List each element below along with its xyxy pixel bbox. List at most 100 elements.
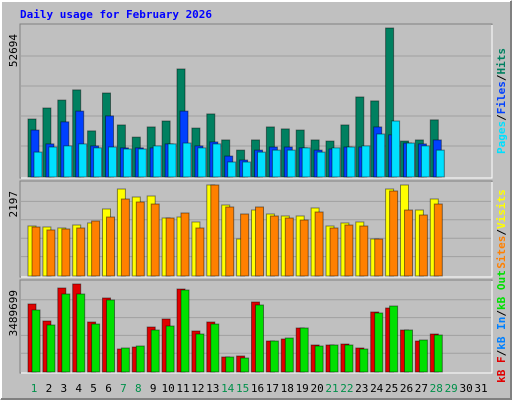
bar bbox=[301, 147, 311, 178]
bar bbox=[255, 206, 264, 277]
legend-entry: Pages bbox=[495, 121, 508, 154]
legend-entry: Files bbox=[495, 81, 508, 114]
bar bbox=[271, 149, 281, 178]
x-tick-label: 17 bbox=[266, 382, 279, 395]
bar bbox=[137, 148, 147, 178]
bar bbox=[61, 293, 71, 373]
bar bbox=[122, 148, 132, 178]
x-tick-label: 22 bbox=[340, 382, 353, 395]
y-tick-label: 3489699 bbox=[7, 290, 20, 336]
bar bbox=[418, 339, 428, 373]
bar bbox=[225, 206, 235, 277]
x-tick-label: 7 bbox=[120, 382, 127, 395]
legend-separator: / bbox=[495, 229, 508, 236]
bar bbox=[404, 209, 413, 277]
x-tick-label: 24 bbox=[370, 382, 384, 395]
x-tick-label: 20 bbox=[310, 382, 323, 395]
legend-separator: / bbox=[495, 349, 508, 356]
x-tick-label: 31 bbox=[474, 382, 487, 395]
bar bbox=[284, 217, 294, 277]
x-tick-label: 10 bbox=[161, 382, 174, 395]
bar bbox=[269, 215, 279, 277]
bar bbox=[48, 146, 58, 178]
bar bbox=[257, 151, 266, 178]
x-tick-label: 25 bbox=[385, 382, 398, 395]
bar bbox=[374, 238, 384, 277]
bar bbox=[344, 224, 354, 277]
bar bbox=[255, 304, 264, 373]
x-tick-label: 2 bbox=[46, 382, 53, 395]
bar bbox=[91, 323, 101, 373]
bar bbox=[389, 305, 399, 373]
legend: kB F/kB In/kB Out bbox=[495, 270, 508, 383]
x-tick-label: 29 bbox=[445, 382, 458, 395]
bar bbox=[135, 201, 145, 277]
x-tick-label: 21 bbox=[325, 382, 338, 395]
bar bbox=[240, 357, 250, 373]
x-tick-label: 14 bbox=[221, 382, 235, 395]
bar bbox=[150, 203, 160, 277]
panel-bevel bbox=[21, 281, 493, 374]
legend: Pages/Files/Hits bbox=[495, 48, 508, 154]
x-tick-label: 6 bbox=[105, 382, 112, 395]
x-tick-label: 4 bbox=[75, 382, 82, 395]
bar bbox=[329, 344, 339, 373]
bar bbox=[316, 151, 326, 178]
bar bbox=[418, 214, 428, 277]
legend-separator: / bbox=[495, 74, 508, 81]
x-tick-label: 15 bbox=[236, 382, 249, 395]
bar bbox=[76, 227, 86, 277]
bar bbox=[135, 345, 145, 373]
bar bbox=[435, 149, 445, 178]
bar bbox=[210, 323, 220, 373]
legend-separator: / bbox=[495, 310, 508, 317]
bar bbox=[63, 145, 73, 178]
bar bbox=[152, 145, 162, 178]
bar bbox=[108, 146, 117, 178]
legend: Sites/Visits bbox=[495, 189, 508, 269]
bar bbox=[180, 212, 190, 277]
legend-entry: kB Out bbox=[495, 270, 508, 310]
legend-entry: Hits bbox=[495, 48, 508, 75]
bar bbox=[329, 227, 339, 277]
bar bbox=[33, 151, 43, 178]
panel-bevel bbox=[21, 182, 493, 278]
bar bbox=[195, 227, 205, 277]
bar bbox=[433, 334, 443, 373]
legend-separator: / bbox=[495, 114, 508, 121]
bar bbox=[120, 198, 130, 277]
bar bbox=[299, 327, 309, 373]
x-tick-label: 12 bbox=[191, 382, 204, 395]
bar bbox=[346, 146, 356, 178]
bar bbox=[182, 142, 192, 178]
bar bbox=[150, 329, 160, 373]
legend-entry: kB In bbox=[495, 317, 508, 350]
bar bbox=[420, 145, 430, 178]
bar bbox=[374, 312, 384, 373]
bar bbox=[269, 340, 279, 373]
bar bbox=[197, 147, 207, 178]
bar bbox=[78, 143, 88, 178]
legend-entry: Sites bbox=[495, 236, 508, 269]
bar bbox=[284, 337, 294, 373]
x-tick-label: 8 bbox=[135, 382, 142, 395]
bar bbox=[361, 145, 371, 178]
bar bbox=[61, 228, 71, 277]
x-tick-label: 1 bbox=[31, 382, 38, 395]
bar bbox=[359, 348, 369, 373]
bar bbox=[212, 143, 222, 178]
bar bbox=[225, 356, 235, 373]
x-tick-label: 13 bbox=[206, 382, 219, 395]
x-tick-label: 26 bbox=[400, 382, 413, 395]
bar bbox=[389, 190, 399, 277]
x-tick-label: 16 bbox=[251, 382, 264, 395]
bar bbox=[376, 133, 386, 178]
x-tick-label: 27 bbox=[415, 382, 428, 395]
y-tick-label: 52694 bbox=[7, 34, 20, 67]
bar bbox=[314, 211, 324, 277]
bar bbox=[314, 345, 324, 373]
x-tick-label: 23 bbox=[355, 382, 368, 395]
bar bbox=[46, 229, 56, 277]
